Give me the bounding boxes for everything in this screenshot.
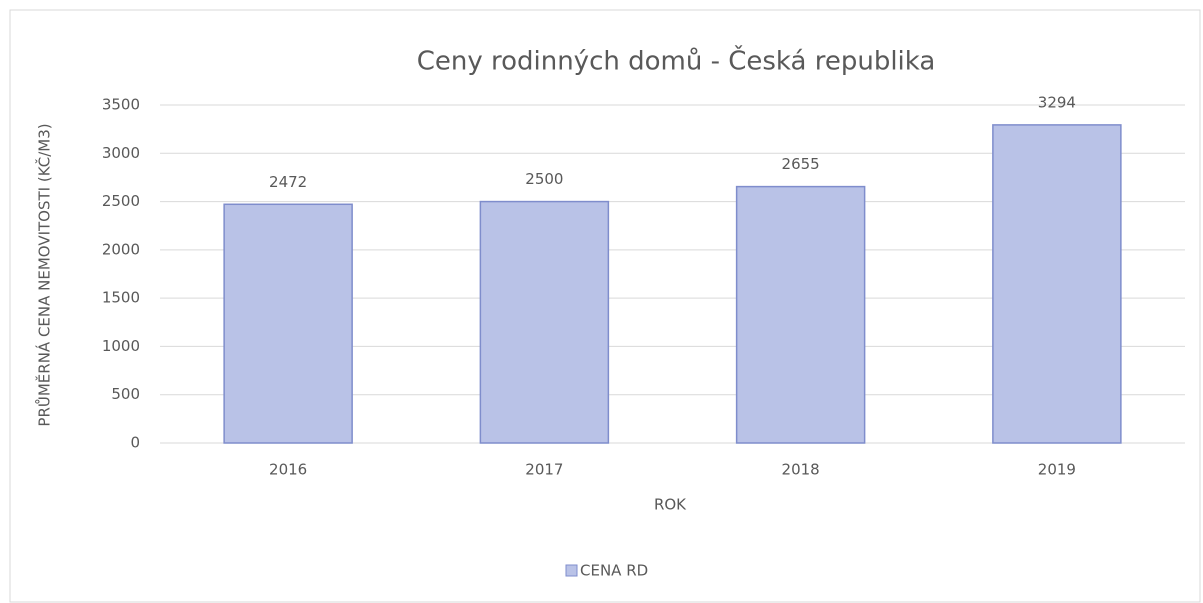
bar — [479, 200, 610, 444]
x-tick-label: 2019 — [1038, 461, 1076, 479]
x-tick-label: 2018 — [782, 461, 820, 479]
bar — [992, 124, 1122, 444]
legend-swatch — [565, 564, 578, 577]
y-tick-label: 500 — [111, 385, 140, 403]
y-tick-label: 2000 — [102, 240, 140, 258]
x-tick-label: 2017 — [525, 461, 563, 479]
y-tick-label: 2500 — [102, 192, 140, 210]
y-tick-label: 3500 — [102, 96, 140, 114]
y-tick-label: 0 — [130, 434, 140, 452]
legend-label: CENA RD — [580, 562, 648, 580]
y-tick-label: 1000 — [102, 337, 140, 355]
data-label: 2472 — [269, 173, 307, 191]
y-tick-label: 1500 — [102, 289, 140, 307]
y-tick-label: 3000 — [102, 144, 140, 162]
data-label: 2500 — [525, 170, 563, 188]
x-axis-label: ROK — [654, 496, 687, 514]
data-label: 2655 — [782, 155, 820, 173]
data-label: 3294 — [1038, 93, 1076, 111]
bar — [223, 203, 353, 444]
x-tick-label: 2016 — [269, 461, 307, 479]
chart-title: Ceny rodinných domů - Česká republika — [417, 45, 936, 77]
y-axis-label: PRŮMĚRNÁ CENA NEMOVITOSTI (KČ/M3) — [35, 123, 54, 426]
bar — [735, 185, 866, 444]
